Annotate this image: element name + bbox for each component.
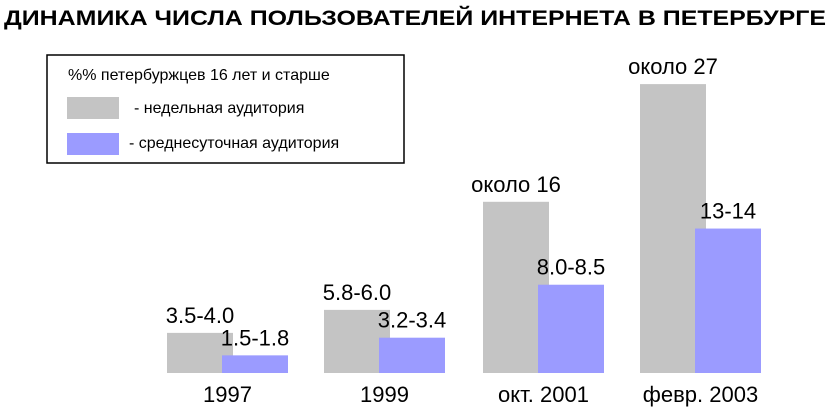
legend: %% петербуржцев 16 лет и старше - недель… — [46, 54, 405, 164]
legend-swatch-weekly — [67, 97, 119, 119]
data-label-daily-1: 3.2-3.4 — [378, 308, 447, 333]
legend-label-weekly: - недельная аудитория — [134, 100, 304, 117]
category-label-1: 1999 — [360, 382, 409, 407]
legend-swatch-daily — [67, 133, 119, 155]
bar-daily-1 — [379, 337, 445, 373]
data-label-daily-3: 13-14 — [700, 199, 756, 224]
data-label-weekly-0: 3.5-4.0 — [166, 303, 235, 328]
bar-daily-2 — [538, 284, 604, 373]
data-label-daily-0: 1.5-1.8 — [221, 325, 290, 350]
bar-daily-0 — [222, 355, 288, 373]
chart-title: ДИНАМИКА ЧИСЛА ПОЛЬЗОВАТЕЛЕЙ ИНТЕРНЕТА В… — [4, 6, 826, 30]
bar-daily-3 — [695, 228, 761, 373]
legend-title: %% петербуржцев 16 лет и старше — [68, 67, 330, 84]
data-label-weekly-2: около 16 — [471, 172, 561, 197]
plot-area: 3.5-4.01.5-1.8 1997 5.8-6.0 3.2-3.4 1999 окол… — [166, 54, 761, 407]
legend-label-daily: - среднесуточная аудитория — [129, 135, 339, 152]
data-label-weekly-1: 5.8-6.0 — [323, 280, 392, 305]
category-label-2: окт. 2001 — [498, 382, 589, 407]
category-label-0: 1997 — [203, 382, 252, 407]
data-label-daily-2: 8.0-8.5 — [537, 255, 606, 280]
category-label-3: февр. 2003 — [643, 382, 758, 407]
data-label-weekly-3: около 27 — [628, 54, 718, 79]
